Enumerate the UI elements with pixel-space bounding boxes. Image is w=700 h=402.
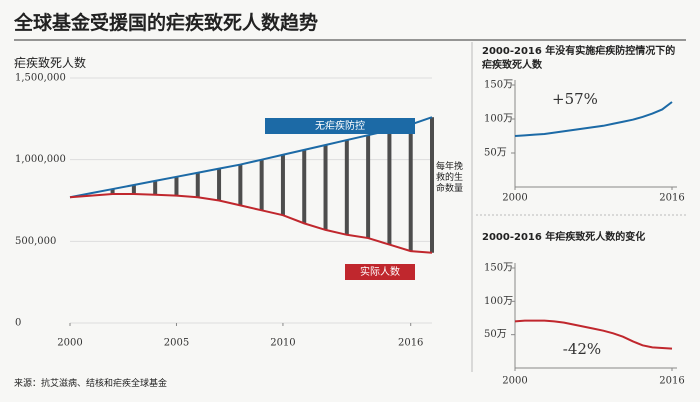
y-tick-label: 100万 <box>484 296 513 307</box>
y-tick-label: 50万 <box>484 148 507 159</box>
x-tick-label: 2000 <box>502 376 527 387</box>
line <box>69 192 433 254</box>
x-tick-label: 2005 <box>164 338 189 349</box>
bar <box>195 172 200 198</box>
x-tick-label: 2016 <box>659 193 684 204</box>
legend-box <box>265 118 415 134</box>
y-tick-label: 100万 <box>484 114 513 125</box>
bar <box>259 159 264 211</box>
x-tick-label: 2016 <box>659 376 684 387</box>
bar <box>302 149 307 224</box>
bar <box>344 140 349 235</box>
y-tick-label: 500,000 <box>15 236 56 247</box>
legend-label: 无疟疾防控 <box>315 119 365 132</box>
x-tick-label: 2000 <box>57 338 82 349</box>
bar <box>110 189 115 194</box>
page-title: 全球基金受援国的疟疾致死人数趋势 <box>14 12 319 34</box>
y-tick-label: 1,000,000 <box>15 154 66 165</box>
x-tick-label: 2000 <box>502 193 527 204</box>
annotation: 每年挽救的生命数量 <box>436 162 464 194</box>
legend-label: 实际人数 <box>360 265 400 278</box>
y-tick-label: 1,500,000 <box>15 73 66 84</box>
bar <box>280 154 285 216</box>
y-tick-label: 150万 <box>484 263 513 274</box>
x-tick-label: 2010 <box>270 338 295 349</box>
y-axis-label: 疟疾致死人数 <box>14 56 87 70</box>
annotation: -42% <box>563 340 601 358</box>
annotation: +57% <box>552 90 598 108</box>
bar <box>238 164 243 206</box>
y-tick-label: 50万 <box>484 329 507 340</box>
chart-title: 2000-2016 年疟疾致死人数的变化 <box>482 232 646 243</box>
chart-title: 2000-2016 年没有实施疟疾防控情况下的疟疾致死人数 <box>482 46 676 71</box>
legend-box <box>345 264 415 280</box>
line <box>514 319 673 350</box>
y-tick-label: 0 <box>15 318 21 329</box>
bar <box>366 135 371 239</box>
y-tick-label: 150万 <box>484 80 513 91</box>
line <box>514 101 673 137</box>
bar <box>430 117 434 253</box>
bar <box>323 144 328 230</box>
bar <box>131 184 136 194</box>
bar <box>153 180 158 195</box>
bar <box>408 124 413 252</box>
bar <box>217 168 222 201</box>
bar <box>174 176 179 196</box>
source: 来源：抗艾滋病、结核和疟疾全球基金 <box>14 379 168 389</box>
bar <box>387 130 392 245</box>
line <box>69 116 433 199</box>
x-tick-label: 2016 <box>398 338 423 349</box>
